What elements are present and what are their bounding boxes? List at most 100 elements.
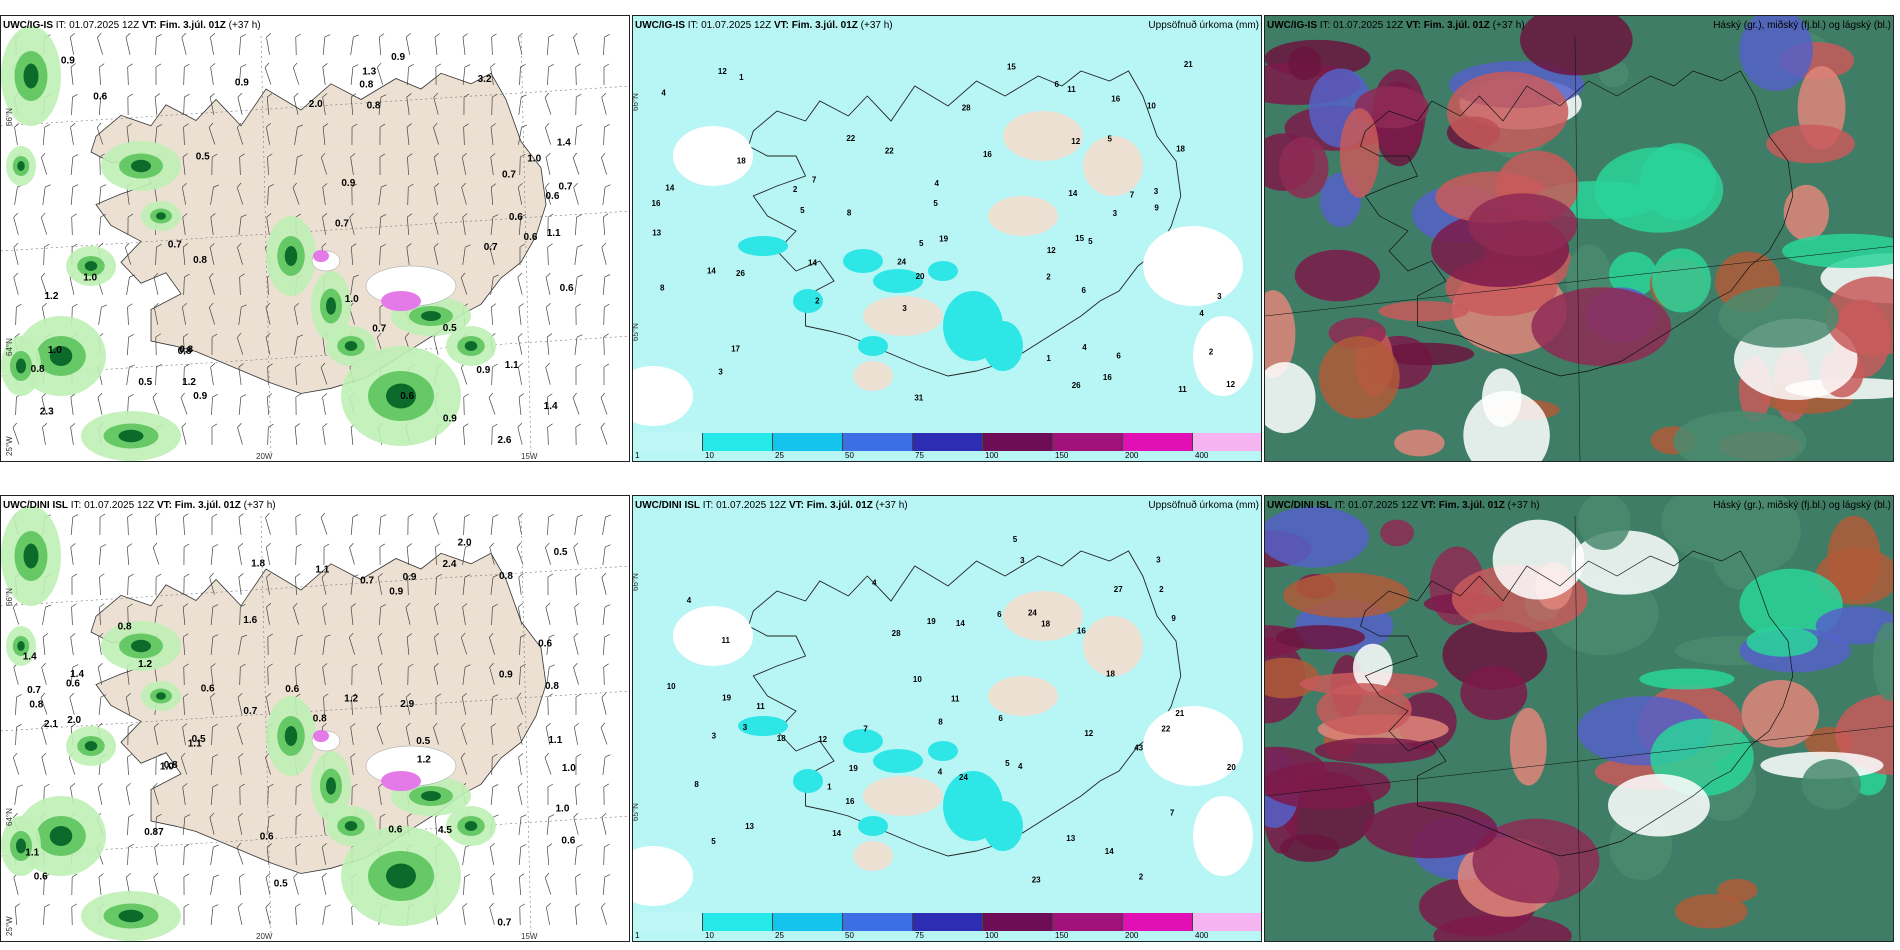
no-precip-area — [673, 126, 753, 186]
precip-area-heavy — [464, 821, 478, 831]
precip-value-label: 7 — [1130, 191, 1135, 200]
precip-value-label: 19 — [849, 764, 858, 773]
wind-barb — [573, 723, 579, 745]
precip-area-heavy — [131, 159, 151, 173]
wind-barb — [460, 752, 468, 775]
wind-barb — [99, 603, 105, 626]
wind-barb — [406, 123, 412, 145]
precip-value-label: 2 — [815, 297, 820, 306]
wind-barb — [433, 512, 439, 535]
wind-barb — [517, 32, 523, 55]
wind-barb — [378, 514, 387, 535]
wind-barb — [603, 34, 610, 56]
precip-value-label: 1 — [739, 73, 744, 82]
colorbar-segment — [1053, 913, 1123, 931]
cloud-layer-area — [1265, 290, 1296, 379]
wind-barb — [295, 663, 301, 686]
precip-value-label: 26 — [1072, 381, 1081, 390]
wind-barb — [376, 62, 384, 85]
wind-barb — [295, 903, 301, 926]
wind-barb — [433, 212, 439, 235]
wind-barb — [237, 242, 243, 265]
wind-barb — [208, 122, 216, 145]
wind-barb — [545, 362, 551, 385]
wind-barb — [70, 63, 76, 85]
wind-barb — [349, 212, 355, 235]
colorbar-tick-label: 100 — [985, 451, 999, 460]
precip-value-label: 3 — [1154, 187, 1159, 196]
precip-value-label: 0.9 — [235, 77, 249, 88]
precip-area-heavy — [84, 741, 98, 751]
precip-value-label: 0.5 — [192, 734, 206, 745]
wind-barb — [602, 184, 611, 205]
wind-barb — [97, 662, 103, 685]
wind-barb — [40, 152, 48, 175]
panel-title: Háský (gr.), miðský (fj.bl.) og lágský (… — [1713, 500, 1891, 511]
cloud-layer-area — [1741, 679, 1820, 748]
precip-value-label: 2.3 — [40, 406, 54, 417]
wind-barb — [238, 64, 247, 85]
cloud-layer-area — [1673, 411, 1807, 461]
cloud-map — [1265, 496, 1893, 941]
wind-barb — [575, 363, 582, 386]
precip-value-label: 5 — [1013, 535, 1018, 544]
precip-area-moderate — [928, 741, 958, 761]
dry-land-area — [988, 196, 1058, 236]
wind-barb — [602, 544, 611, 565]
precip-value-label: 1.0 — [48, 345, 62, 356]
wind-barb — [433, 242, 439, 265]
wind-barb — [209, 572, 215, 595]
wind-barb — [237, 92, 243, 115]
wind-barb — [323, 693, 329, 716]
wind-barb — [71, 213, 77, 236]
colorbar-segment — [1123, 913, 1193, 931]
wind-map-panel-row1: UWC/IG-IS IT: 01.07.2025 12Z VT: Fim. 3.… — [0, 15, 630, 462]
wind-barb — [600, 392, 608, 415]
wind-barb — [519, 243, 526, 266]
wind-barb — [573, 662, 579, 685]
wind-barb — [320, 512, 328, 535]
graticule-lat — [1, 565, 629, 607]
precip-value-label: 24 — [959, 773, 968, 782]
model-name: UWC/DINI ISL — [635, 500, 700, 511]
wind-barb — [153, 872, 159, 895]
wind-barb — [322, 393, 328, 415]
cloud-map — [1265, 16, 1893, 461]
precip-value-label: 1.1 — [505, 360, 519, 371]
colorbar-segment — [913, 913, 983, 931]
wind-barb — [406, 213, 413, 236]
wind-barb — [237, 812, 243, 835]
wind-barb — [350, 753, 356, 775]
wind-barb — [181, 422, 187, 445]
cloud-layer-area — [1433, 914, 1572, 941]
precip-value-label: 17 — [731, 345, 740, 354]
wind-barb — [14, 784, 23, 805]
wind-barb — [239, 603, 246, 626]
wind-barb — [127, 603, 133, 626]
wind-barb — [601, 812, 607, 835]
wind-barb — [407, 183, 414, 206]
wind-barb — [490, 574, 499, 595]
precip-area-heavy — [131, 639, 151, 653]
wind-barb — [435, 543, 441, 566]
precip-area-heavy — [386, 863, 416, 889]
wind-barb — [209, 302, 215, 325]
precip-value-label: 2.0 — [458, 538, 472, 549]
wind-barb — [267, 633, 273, 656]
wind-barb — [572, 152, 580, 175]
wind-barb — [601, 902, 607, 925]
dry-land-area — [988, 676, 1058, 716]
precip-value-label: 0.5 — [554, 547, 568, 558]
wind-barb — [460, 632, 468, 655]
panel-header: UWC/IG-IS IT: 01.07.2025 12Z VT: Fim. 3.… — [635, 20, 1259, 32]
wind-barb — [545, 303, 551, 325]
colorbar-tick-label: 10 — [705, 451, 714, 460]
cloud-layer-area — [1746, 626, 1818, 657]
precip-value-label: 0.7 — [27, 685, 41, 696]
precip-value-label: 0.8 — [499, 571, 513, 582]
precip-area-moderate — [793, 289, 823, 313]
graticule-line — [1574, 515, 1581, 941]
magenta-precip — [381, 771, 421, 791]
precip-value-label: 0.6 — [538, 638, 552, 649]
